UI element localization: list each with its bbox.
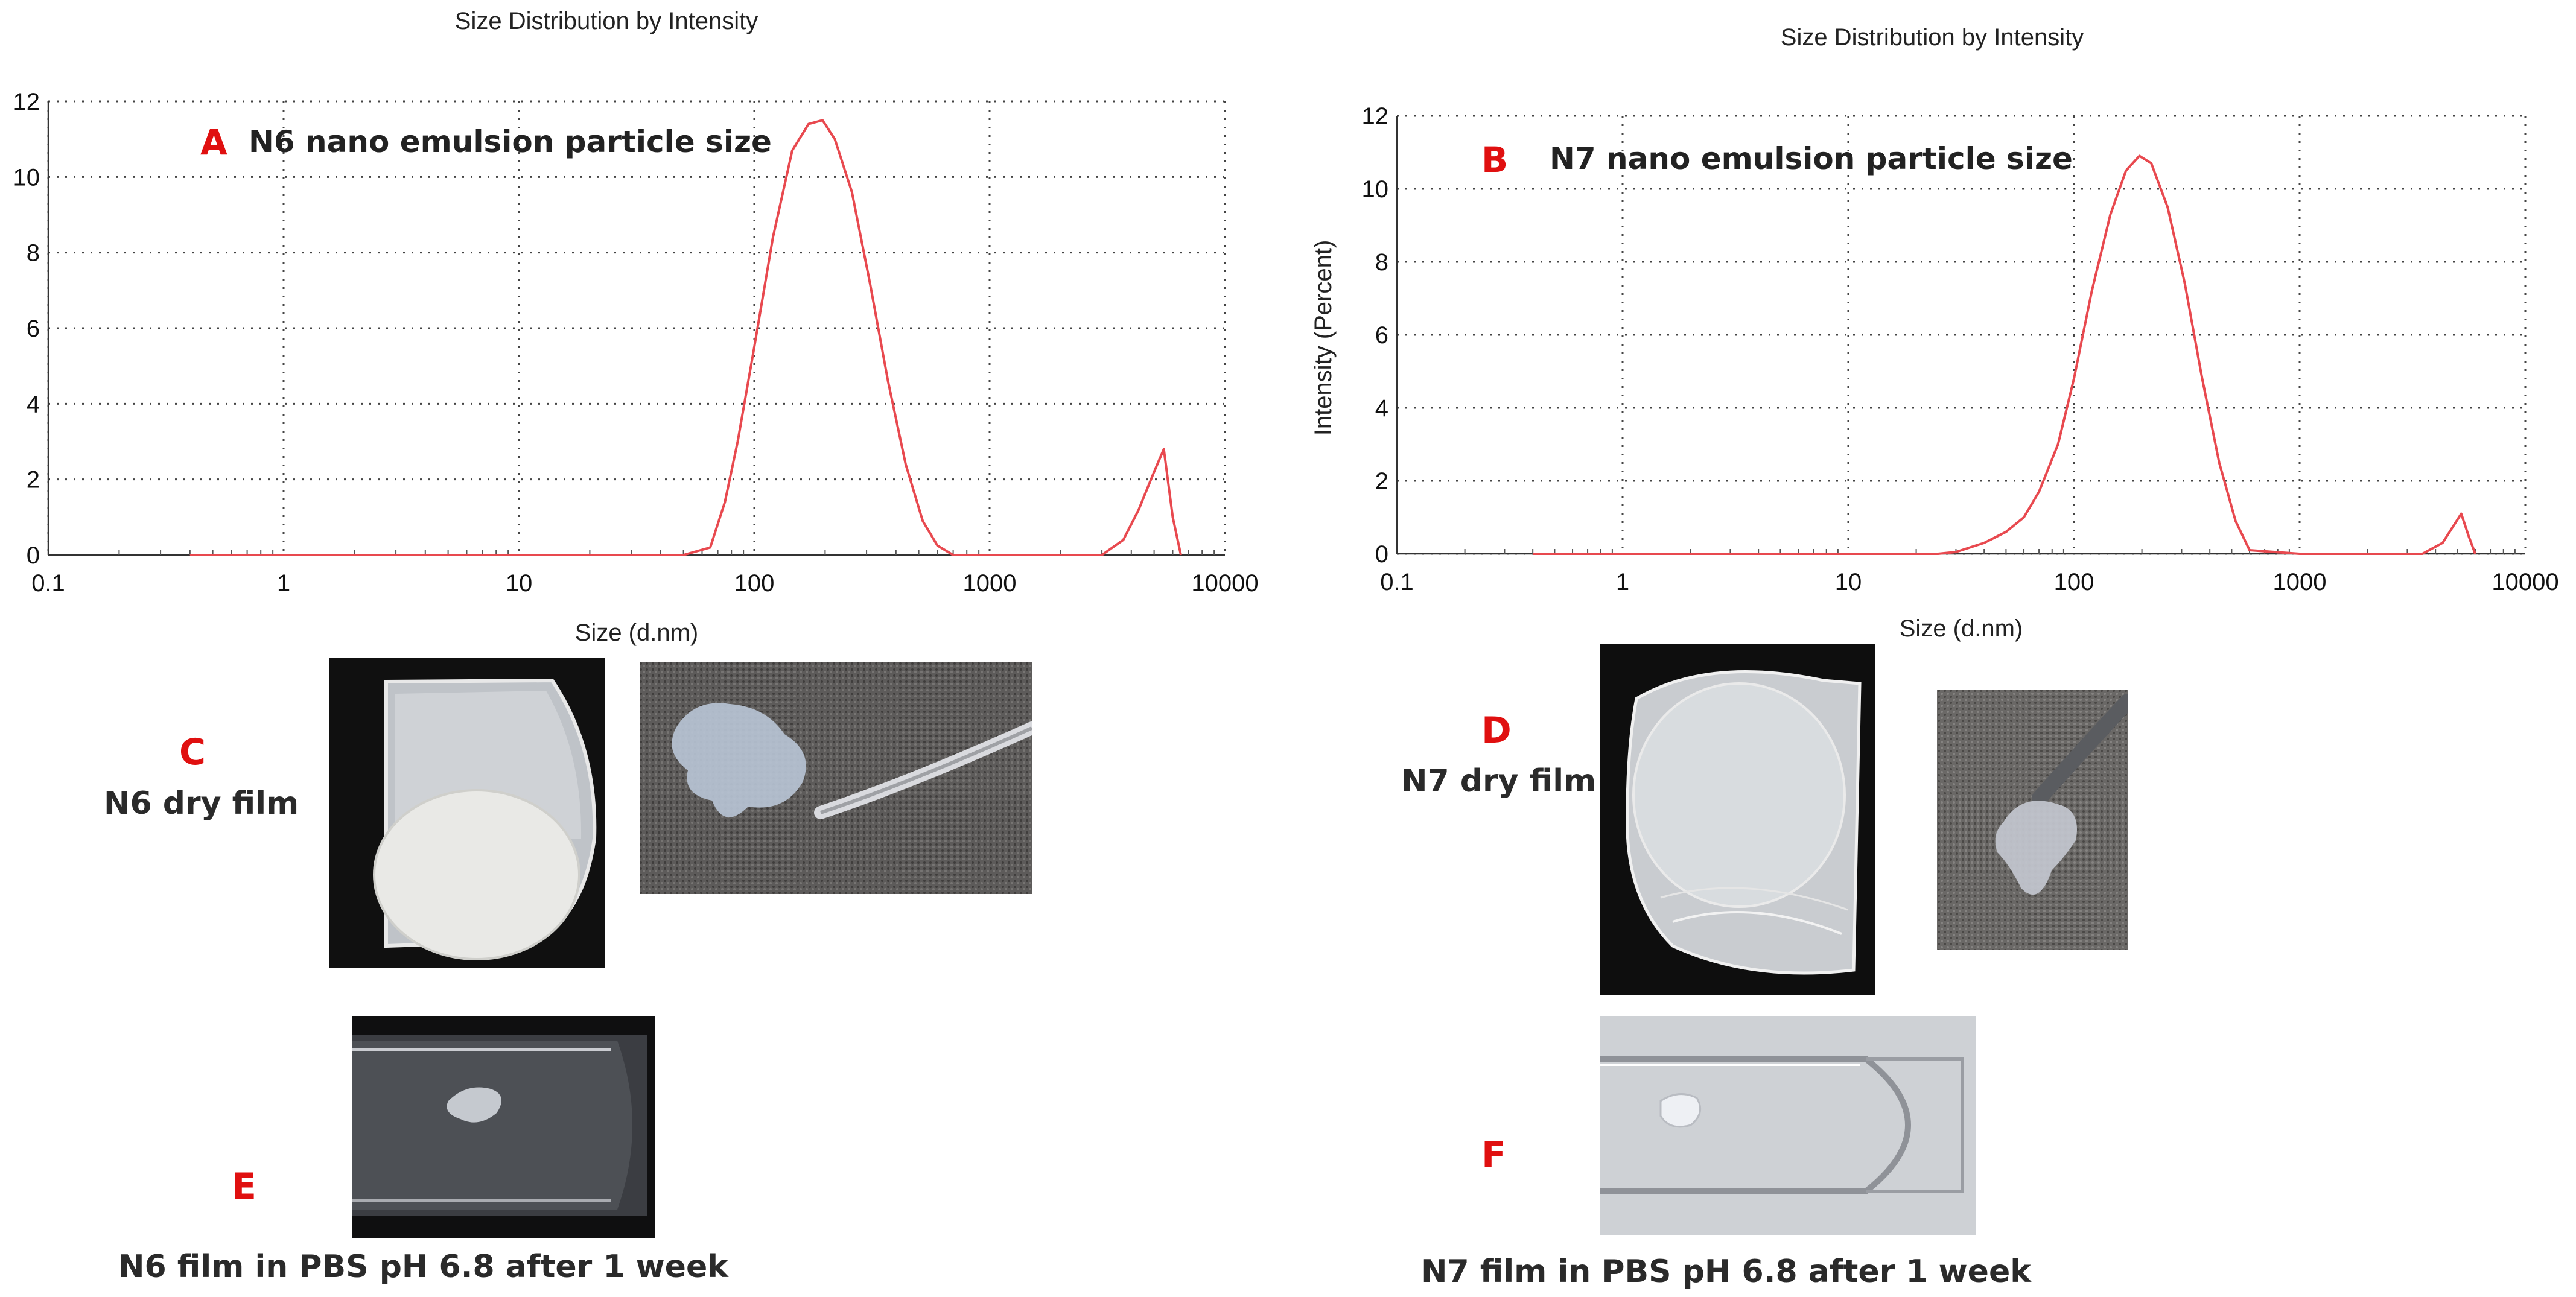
chart-a-y-tick-label: 2 [27,467,40,493]
panel-d-caption: N7 dry film [1401,763,1597,799]
chart-b-y-tick-label: 12 [1362,103,1389,130]
chart-a-x-tick-label: 1 [277,570,290,597]
chart-b-panel-letter: B [1481,139,1508,180]
chart-a-x-tick-label: 1000 [963,570,1017,597]
panel-e-letter: E [232,1165,256,1208]
chart-a-x-tick-label: 10000 [1191,570,1258,597]
chart-a-x-tick-label: 10 [506,570,533,597]
n6-dry-film-photo [329,658,605,968]
n6-film-in-tube-photo [352,1016,655,1238]
chart-b-annotation: N7 nano emulsion particle size [1550,141,2073,176]
chart-a-title: Size Distribution by Intensity [455,8,758,34]
chart-a-x-tick-label: 100 [734,570,775,597]
chart-b-y-axis-label: Intensity (Percent) [1310,240,1337,436]
panel-c-caption: N6 dry film [104,785,299,822]
chart-b-y-tick-label: 8 [1375,249,1388,276]
chart-b-x-tick-label: 100 [2054,569,2094,595]
chart-b-x-tick-label: 10 [1835,569,1862,595]
panel-d-letter: D [1481,709,1512,752]
chart-a-y-tick-label: 10 [13,164,40,191]
chart-b: Size Distribution by Intensity 0.1 1 10 100… [1310,24,2559,642]
chart-a-intensity-line [189,119,1182,556]
chart-a-y-tick-label: 4 [27,391,40,417]
chart-b-y-tick-label: 10 [1362,176,1389,203]
chart-a-y-tick-label: 0 [27,542,40,569]
chart-b-plot-area: 0.1 1 10 100 1000 10000 0 2 4 6 8 10 12 [1362,103,2559,595]
chart-b-y-tick-label: 6 [1375,322,1388,349]
panel-f-letter: F [1481,1134,1506,1176]
chart-a: Size Distribution by Intensity 0.1 1 10 100… [13,8,1259,646]
chart-b-x-axis-label: Size (d.nm) [1900,615,2023,642]
chart-b-y-tick-label: 4 [1375,395,1388,422]
chart-a-y-tick-label: 8 [27,240,40,267]
chart-a-x-tick-label: 0.1 [31,570,65,597]
chart-b-intensity-line [1533,154,2476,555]
chart-b-y-tick-label: 2 [1375,468,1388,495]
chart-a-plot-area: 0.1 1 10 100 1000 10000 0 2 4 6 8 10 12 [13,89,1259,597]
n7-film-on-spatula-photo [1937,690,2128,950]
chart-b-x-tick-label: 10000 [2492,569,2559,595]
chart-a-y-tick-label: 6 [27,316,40,342]
panel-c-letter: C [179,731,206,773]
panel-e-caption: N6 film in PBS pH 6.8 after 1 week [118,1249,728,1285]
chart-a-x-axis-label: Size (d.nm) [575,620,699,646]
chart-b-x-tick-label: 0.1 [1380,569,1414,595]
panel-f-caption: N7 film in PBS pH 6.8 after 1 week [1421,1254,2031,1290]
chart-b-x-tick-label: 1 [1616,569,1629,595]
chart-b-y-tick-label: 0 [1375,541,1388,568]
n6-film-on-spatula-photo [640,662,1032,894]
chart-b-x-tick-label: 1000 [2273,569,2327,595]
chart-a-y-tick-label: 12 [13,89,40,115]
chart-a-panel-letter: A [200,122,227,163]
n7-dry-film-photo [1600,644,1875,995]
chart-b-title: Size Distribution by Intensity [1781,24,2084,51]
n7-film-in-tube-photo [1600,1016,1976,1235]
chart-a-annotation: N6 nano emulsion particle size [249,124,772,159]
